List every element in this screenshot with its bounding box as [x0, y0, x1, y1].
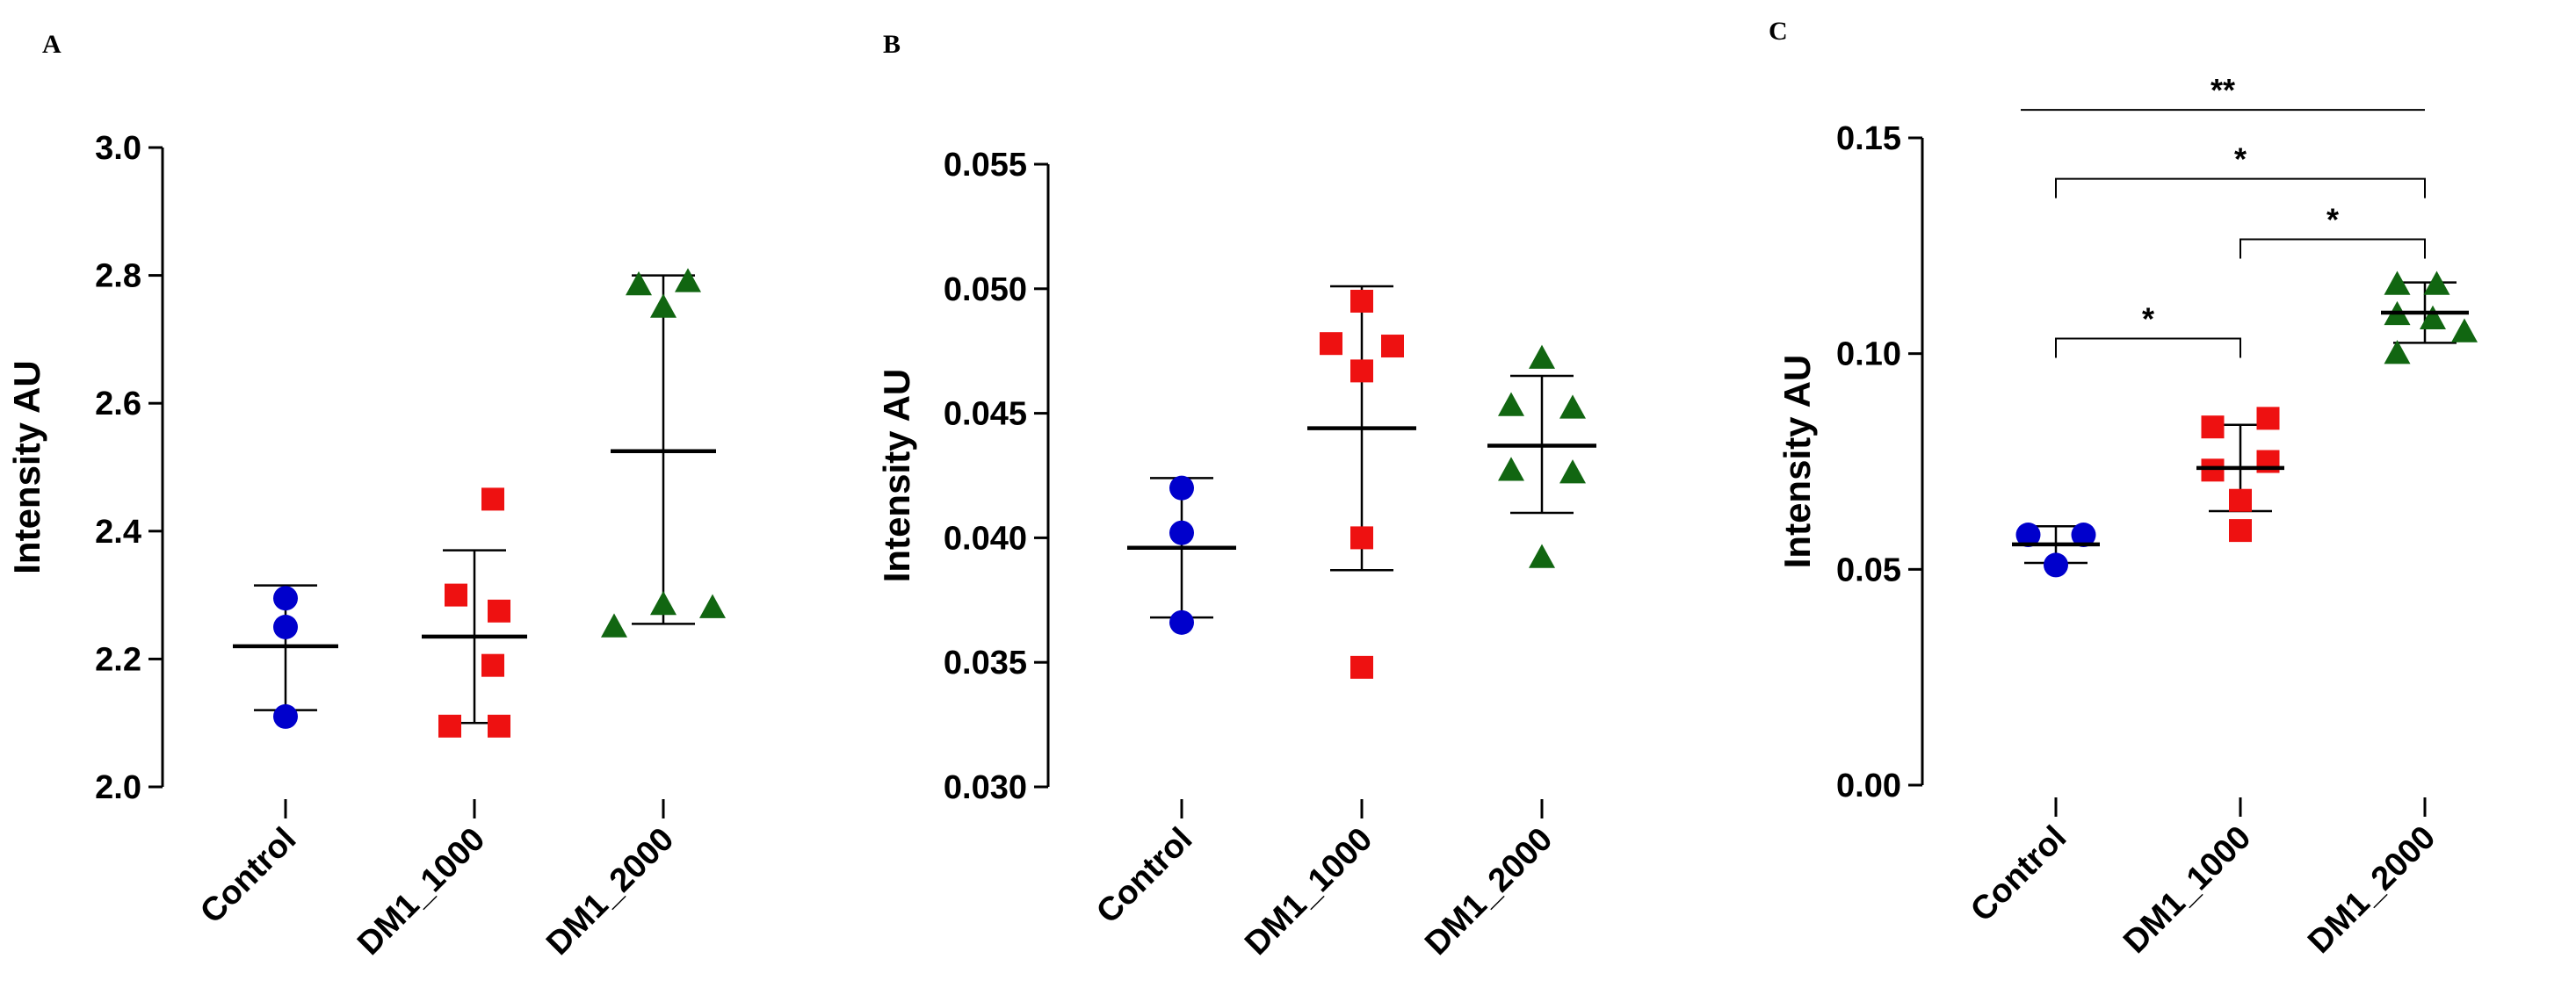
data-point	[1529, 544, 1555, 568]
series-dm1-1000	[1307, 285, 1416, 679]
data-point	[2384, 270, 2411, 295]
y-tick-label: 0.030	[944, 769, 1027, 806]
data-point	[1169, 475, 1194, 501]
y-tick-label: 0.10	[1836, 336, 1901, 373]
panel-c: C 0.00 0.05 0.10 0.15 Intensity AU Control DM1_…	[1769, 17, 2478, 961]
data-point	[1559, 394, 1586, 419]
data-point	[273, 586, 298, 611]
data-point	[481, 487, 504, 511]
y-tick-label: 0.00	[1836, 768, 1901, 804]
data-point	[1529, 344, 1555, 369]
x-tick-label: DM1_1000	[351, 821, 492, 963]
x-tick-label: DM1_1000	[1238, 821, 1379, 963]
y-tick-label: 0.035	[944, 645, 1027, 681]
data-point	[1381, 335, 1404, 358]
x-tick-label: Control	[193, 821, 303, 931]
series-dm1-2000	[1487, 344, 1596, 568]
data-point	[699, 594, 726, 618]
series-dm1-1000	[2196, 407, 2284, 543]
data-point	[2451, 318, 2478, 342]
y-axis-title: Intensity AU	[1776, 355, 1818, 568]
data-point	[2423, 270, 2450, 295]
x-tick-label: DM1_1000	[2117, 819, 2258, 961]
data-point	[1350, 526, 1373, 550]
data-point	[1169, 609, 1194, 635]
y-tick-label: 0.040	[944, 520, 1027, 557]
data-point	[2384, 340, 2411, 364]
y-tick-label: 2.2	[95, 641, 141, 678]
bracket-line	[2240, 238, 2426, 259]
panel-letter: A	[42, 30, 62, 59]
series-control	[1127, 475, 1236, 635]
y-tick-label: 2.6	[95, 386, 141, 422]
data-point	[2015, 523, 2041, 548]
data-point	[2229, 488, 2252, 512]
y-tick-label: 0.05	[1836, 552, 1901, 588]
significance-bracket: *	[2055, 141, 2426, 198]
data-point	[1559, 459, 1586, 484]
data-point	[2420, 305, 2446, 330]
y-tick-label: 3.0	[95, 130, 141, 167]
panel-letter: B	[883, 30, 901, 59]
significance-bracket: **	[2021, 72, 2425, 112]
x-tick-label: DM1_2000	[2301, 819, 2442, 961]
y-tick-label: 0.055	[944, 147, 1027, 184]
data-point	[481, 653, 504, 677]
series-dm1-2000	[2381, 270, 2478, 364]
y-tick-label: 2.4	[95, 514, 141, 551]
series-control	[233, 584, 338, 729]
x-tick-label: Control	[1089, 821, 1199, 931]
significance-label: **	[2211, 72, 2235, 108]
data-point	[488, 714, 510, 738]
data-point	[626, 270, 652, 296]
significance-label: *	[2326, 201, 2339, 237]
data-point	[650, 293, 677, 318]
series-dm1-2000	[601, 268, 726, 638]
data-point	[1498, 392, 1524, 416]
data-point	[601, 613, 627, 638]
y-tick-label: 0.15	[1836, 120, 1901, 157]
data-point	[1320, 332, 1342, 356]
data-point	[438, 714, 461, 738]
x-tick-label: DM1_2000	[1418, 821, 1559, 963]
data-point	[2044, 552, 2068, 578]
data-point	[488, 599, 510, 623]
significance-bracket: *	[2055, 300, 2241, 358]
data-point	[1169, 520, 1194, 545]
data-point	[1350, 289, 1373, 313]
data-point	[2201, 415, 2225, 439]
data-point	[1498, 457, 1524, 481]
y-axis-title: Intensity AU	[6, 360, 47, 573]
bracket-line	[2055, 177, 2426, 198]
significance-bracket: *	[2240, 201, 2426, 259]
y-axis-title: Intensity AU	[876, 369, 917, 582]
y-tick-label: 2.0	[95, 769, 141, 806]
panel-letter: C	[1769, 17, 1788, 46]
x-tick-label: DM1_2000	[539, 821, 681, 963]
series-control	[2012, 523, 2100, 578]
data-point	[1350, 655, 1373, 679]
y-tick-label: 2.8	[95, 258, 141, 295]
data-point	[2201, 458, 2225, 482]
data-point	[445, 583, 467, 607]
significance-label: *	[2234, 141, 2247, 177]
bracket-line	[2055, 337, 2241, 358]
y-tick-label: 0.050	[944, 271, 1027, 308]
data-point	[273, 703, 298, 729]
data-point	[650, 590, 677, 616]
data-point	[2256, 407, 2280, 430]
x-tick-label: Control	[1964, 819, 2073, 929]
data-point	[2071, 523, 2096, 548]
y-tick-label: 0.045	[944, 396, 1027, 433]
data-point	[675, 268, 701, 292]
data-point	[273, 615, 298, 639]
series-dm1-1000	[422, 487, 527, 738]
data-point	[2229, 519, 2252, 543]
panel-b: B 0.030 0.035 0.040 0.045 0.050 0.055 Intensity…	[876, 30, 1596, 963]
significance-label: *	[2142, 300, 2154, 336]
data-point	[1350, 359, 1373, 383]
panel-a: A 2.0 2.2 2.4 2.6 2.8 3.0 Intensity AU Control DM…	[6, 30, 726, 963]
